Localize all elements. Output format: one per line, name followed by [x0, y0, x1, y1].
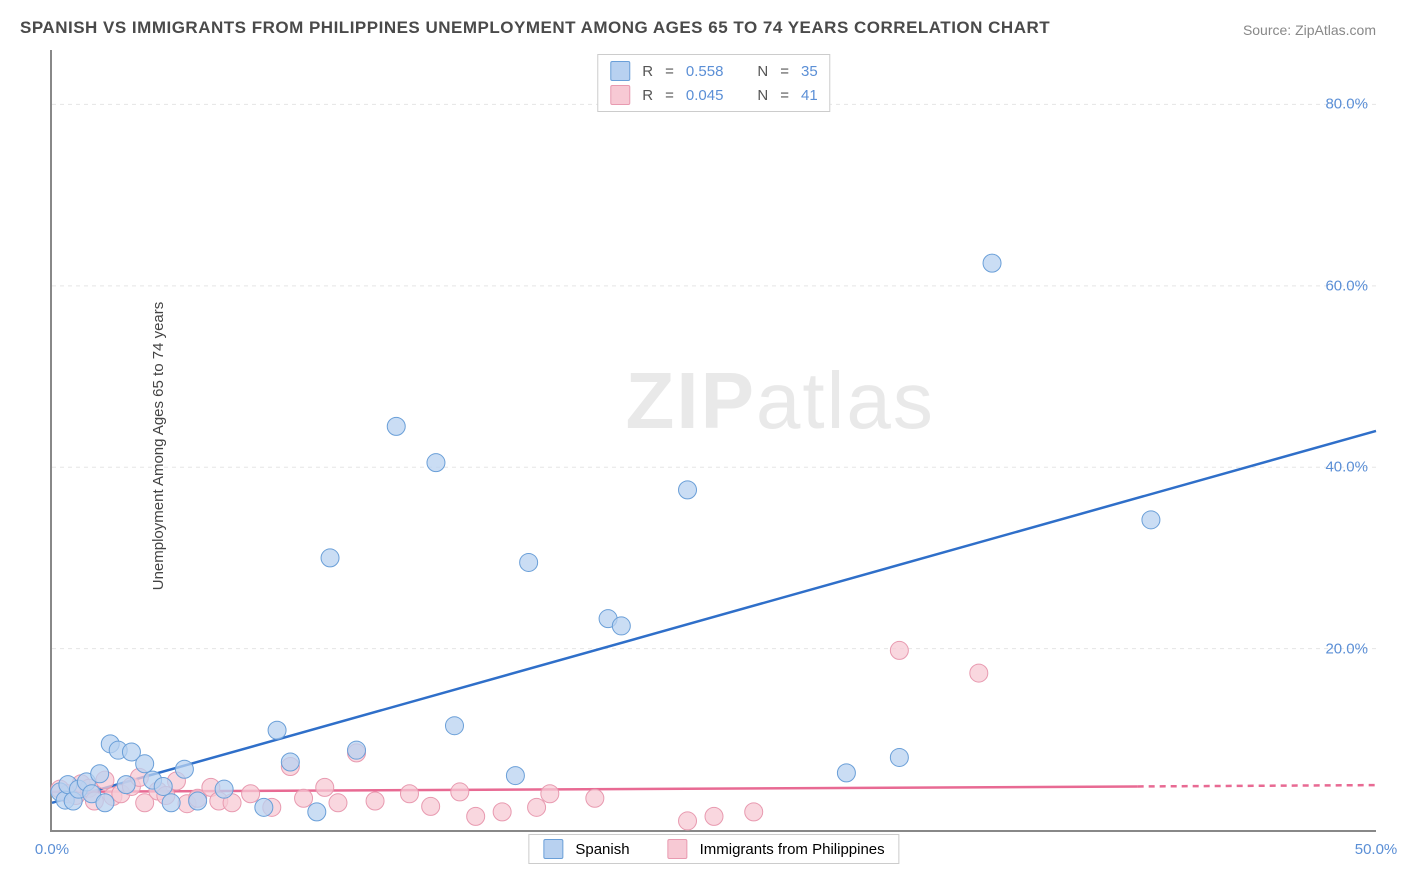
stat-eq2: =: [780, 63, 789, 80]
ytick-label: 20.0%: [1325, 640, 1368, 657]
stats-row-series1: R = 0.558 N = 35: [610, 59, 817, 83]
stats-box: R = 0.558 N = 35 R = 0.045 N = 41: [597, 54, 830, 112]
legend-swatch-series1: [543, 839, 563, 859]
ytick-label: 60.0%: [1325, 277, 1368, 294]
xtick-label: 50.0%: [1355, 841, 1398, 858]
stat-r-label2: R: [642, 87, 653, 104]
stat-r1-val: 0.558: [686, 63, 724, 80]
stat-eq4: =: [780, 87, 789, 104]
stats-row-series2: R = 0.045 N = 41: [610, 83, 817, 107]
stat-n-label: N: [757, 63, 768, 80]
stat-r2-val: 0.045: [686, 87, 724, 104]
ytick-label: 80.0%: [1325, 96, 1368, 113]
swatch-series1: [610, 61, 630, 81]
stat-n2-val: 41: [801, 87, 818, 104]
chart-svg: [52, 50, 1376, 830]
ytick-label: 40.0%: [1325, 459, 1368, 476]
xtick-label: 0.0%: [35, 841, 69, 858]
stat-eq3: =: [665, 87, 674, 104]
swatch-series2: [610, 85, 630, 105]
plot-area: ZIPatlas R = 0.558 N = 35 R = 0.045 N = …: [50, 50, 1376, 832]
legend-label-series2: Immigrants from Philippines: [700, 841, 885, 858]
legend-label-series1: Spanish: [575, 841, 629, 858]
chart-title: SPANISH VS IMMIGRANTS FROM PHILIPPINES U…: [20, 18, 1050, 38]
stat-n-label2: N: [757, 87, 768, 104]
legend-swatch-series2: [668, 839, 688, 859]
stat-n1-val: 35: [801, 63, 818, 80]
source-label: Source: ZipAtlas.com: [1243, 22, 1376, 38]
stat-eq: =: [665, 63, 674, 80]
stat-r-label: R: [642, 63, 653, 80]
legend-bottom: Spanish Immigrants from Philippines: [528, 834, 899, 864]
